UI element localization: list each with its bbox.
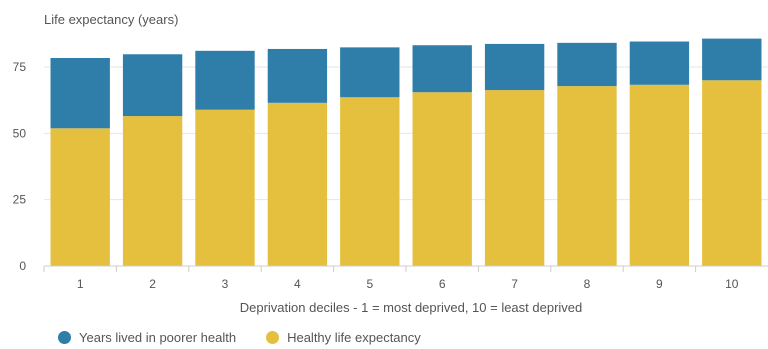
x-tick-label: 9 (656, 277, 663, 291)
legend-label-healthy-life: Healthy life expectancy (287, 330, 421, 345)
bar-years-poorer-health[interactable] (412, 45, 472, 93)
x-tick-label: 6 (439, 277, 446, 291)
bar-healthy-life-expectancy[interactable] (484, 90, 545, 266)
bar-years-poorer-health[interactable] (702, 38, 762, 81)
bar-healthy-life-expectancy[interactable] (195, 109, 255, 267)
x-tick-label: 7 (511, 277, 518, 291)
legend-item-healthy-life[interactable]: Healthy life expectancy (266, 330, 421, 345)
y-tick-label: 0 (19, 259, 26, 273)
legend: Years lived in poorer health Healthy lif… (58, 330, 421, 345)
bar-healthy-life-expectancy[interactable] (702, 80, 762, 267)
bar-healthy-life-expectancy[interactable] (340, 97, 400, 266)
y-axis-title: Life expectancy (years) (44, 12, 178, 27)
x-tick-label: 2 (149, 277, 156, 291)
bar-years-poorer-health[interactable] (557, 42, 617, 87)
x-tick-label: 1 (77, 277, 84, 291)
legend-swatch-poorer-health (58, 331, 71, 344)
bar-healthy-life-expectancy[interactable] (557, 86, 617, 266)
bar-years-poorer-health[interactable] (267, 48, 328, 103)
bar-years-poorer-health[interactable] (484, 43, 545, 91)
y-axis-ticks: 0 25 50 75 (13, 60, 27, 273)
legend-item-poorer-health[interactable]: Years lived in poorer health (58, 330, 236, 345)
x-tick-label: 3 (222, 277, 229, 291)
legend-label-poorer-health: Years lived in poorer health (79, 330, 237, 345)
y-tick-label: 75 (13, 60, 27, 74)
bars (50, 38, 762, 267)
x-tick-label: 10 (725, 277, 739, 291)
y-tick-label: 25 (13, 193, 27, 207)
bar-years-poorer-health[interactable] (195, 50, 255, 110)
x-axis-title: Deprivation deciles - 1 = most deprived,… (240, 300, 583, 315)
bar-years-poorer-health[interactable] (340, 47, 400, 98)
legend-swatch-healthy-life (266, 331, 280, 344)
bar-healthy-life-expectancy[interactable] (50, 128, 110, 266)
bar-healthy-life-expectancy[interactable] (122, 116, 183, 266)
bar-years-poorer-health[interactable] (50, 57, 110, 129)
bar-healthy-life-expectancy[interactable] (412, 92, 472, 266)
x-tick-label: 8 (584, 277, 591, 291)
bar-healthy-life-expectancy[interactable] (267, 102, 328, 266)
bar-years-poorer-health[interactable] (122, 54, 183, 117)
bar-healthy-life-expectancy[interactable] (629, 84, 690, 266)
bar-years-poorer-health[interactable] (629, 41, 690, 85)
x-axis-ticks: 1 2 3 4 5 6 7 8 9 10 (43, 266, 739, 291)
y-tick-label: 50 (13, 126, 27, 140)
x-tick-label: 5 (366, 277, 373, 291)
x-tick-label: 4 (294, 277, 301, 291)
